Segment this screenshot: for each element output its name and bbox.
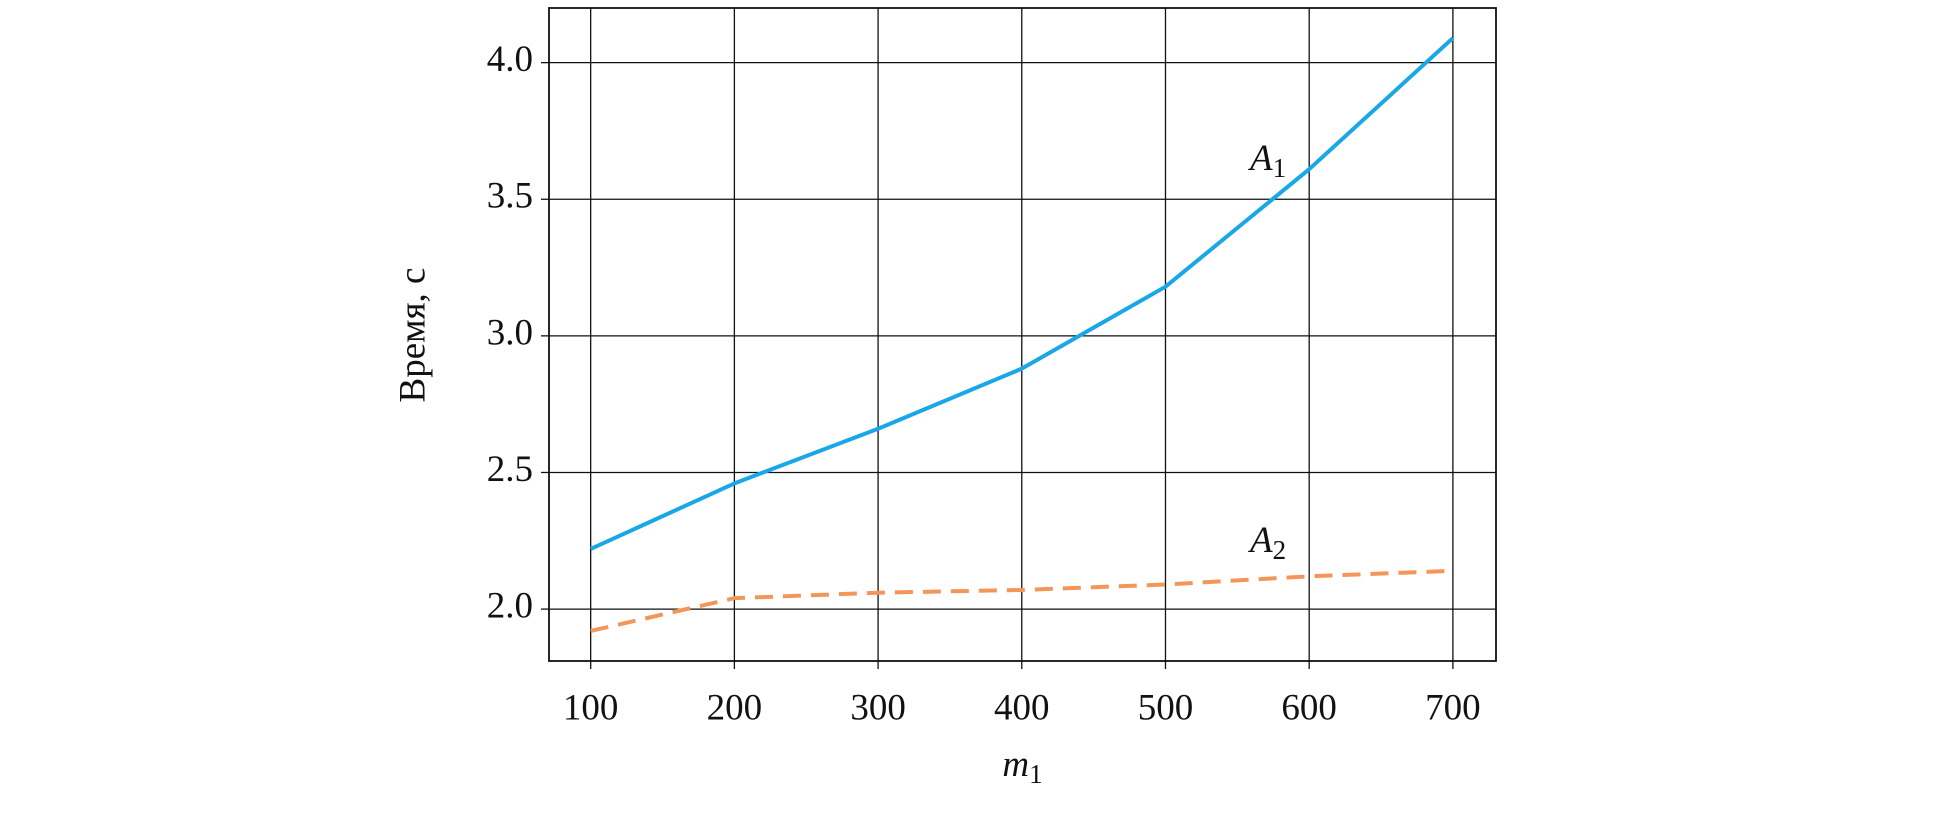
x-tick-label: 200	[707, 687, 763, 728]
y-tick-label: 4.0	[487, 39, 533, 80]
series-label: A2	[1247, 520, 1286, 565]
y-tick-label: 3.0	[487, 312, 533, 353]
y-tick-label: 2.0	[487, 586, 533, 627]
x-tick-label: 500	[1138, 687, 1194, 728]
x-tick-label: 600	[1281, 687, 1337, 728]
plot-frame	[548, 7, 1497, 662]
x-tick-label: 700	[1425, 687, 1481, 728]
x-tick-label: 300	[850, 687, 906, 728]
y-tick-label: 3.5	[487, 176, 533, 217]
y-axis-label: Время, с	[392, 268, 433, 403]
series-label: A1	[1247, 138, 1286, 183]
x-tick-label: 400	[994, 687, 1050, 728]
x-tick-label: 100	[563, 687, 619, 728]
y-tick-label: 2.5	[487, 449, 533, 490]
series-line	[589, 36, 1455, 551]
series-line	[590, 568, 1453, 633]
x-axis-label: m1	[1002, 744, 1042, 789]
